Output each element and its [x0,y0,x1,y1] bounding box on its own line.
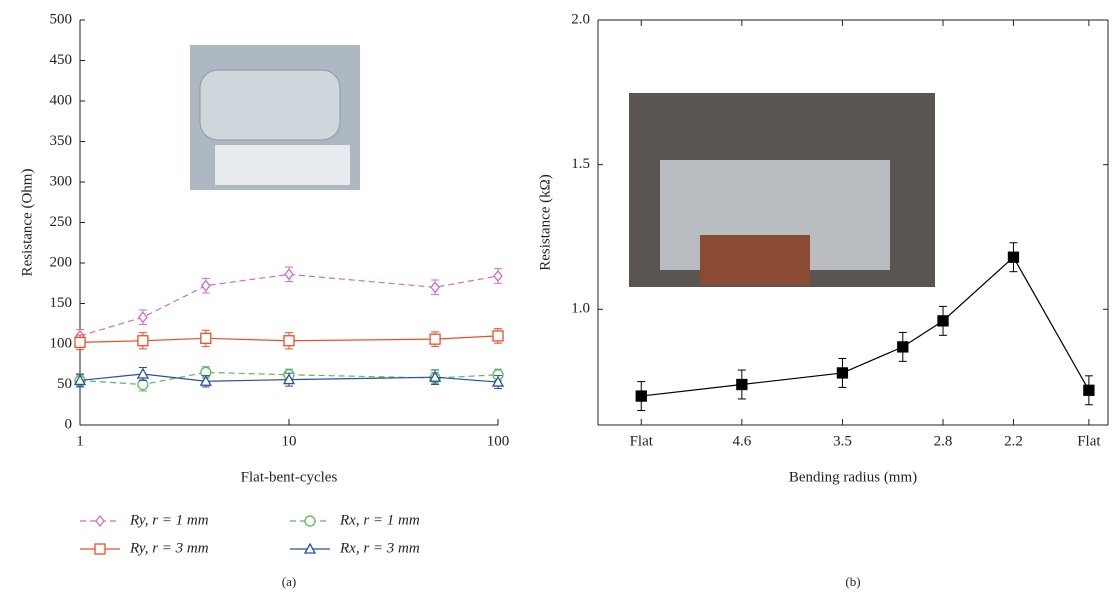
y-tick-label: 400 [50,92,73,108]
y-tick-label: 100 [50,335,73,351]
x-tick-label: 2.8 [934,433,953,449]
y-tick-label: 450 [50,52,73,68]
marker [636,391,646,401]
marker [138,380,148,390]
marker [285,269,293,279]
marker [493,331,503,341]
x-tick-label: 3.5 [833,433,852,449]
inset-photo-a [190,45,360,190]
y-tick-label: 200 [50,254,73,270]
legend-label: Rx, r = 3 mm [339,540,420,556]
marker [1008,252,1018,262]
marker [430,334,440,344]
marker [494,271,502,281]
marker [139,312,147,322]
marker [96,516,104,526]
marker [202,281,210,291]
y-tick-label: 500 [50,11,73,27]
marker [837,368,847,378]
marker [138,369,148,378]
legend-label: Ry, r = 3 mm [129,540,209,556]
x-tick-label: 10 [282,433,297,449]
figure: 0 50 100 150 200 250 300 350 400 450 500 1 10 100 Flat… [0,0,1119,601]
x-tick-label: 2.2 [1004,433,1023,449]
legend-label: Rx, r = 1 mm [339,512,420,528]
y-axis-label: Resistance (Ohm) [19,169,35,277]
y-tick-label: 2.0 [571,11,590,27]
panel-label: (a) [282,574,296,589]
marker [898,342,908,352]
panel-label: (b) [845,574,860,589]
x-axis-label: Flat-bent-cycles [241,469,338,485]
marker [95,544,105,554]
y-tick-label: 300 [50,173,73,189]
marker [305,516,315,526]
x-tick-label: 100 [487,433,510,449]
marker [201,333,211,343]
y-axis-label: Resistance (kΩ) [537,174,553,271]
y-tick-label: 150 [50,295,73,311]
marker [138,336,148,346]
x-tick-label: 4.6 [732,433,751,449]
y-tick-label: 1.0 [571,301,590,317]
y-tick-label: 250 [50,214,73,230]
y-tick-label: 1.5 [571,156,590,172]
x-tick-label: Flat [1077,433,1101,449]
inset-photo-b [629,93,935,287]
x-tick-label: 1 [76,433,84,449]
x-tick-label: Flat [630,433,654,449]
y-tick-label: 350 [50,133,73,149]
marker [75,337,85,347]
marker [737,380,747,390]
marker [938,316,948,326]
y-tick-label: 0 [65,416,73,432]
marker [1084,385,1094,395]
x-axis-label: Bending radius (mm) [789,469,917,485]
y-tick-label: 50 [57,376,72,392]
legend-label: Ry, r = 1 mm [129,512,209,528]
marker [284,336,294,346]
marker [431,282,439,292]
